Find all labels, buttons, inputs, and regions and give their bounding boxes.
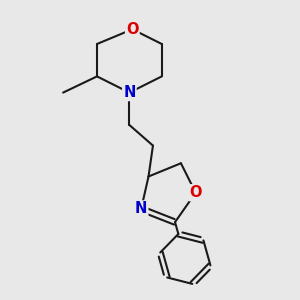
Text: N: N	[135, 201, 147, 216]
Text: O: O	[126, 22, 139, 37]
Text: O: O	[189, 185, 202, 200]
Text: N: N	[123, 85, 136, 100]
